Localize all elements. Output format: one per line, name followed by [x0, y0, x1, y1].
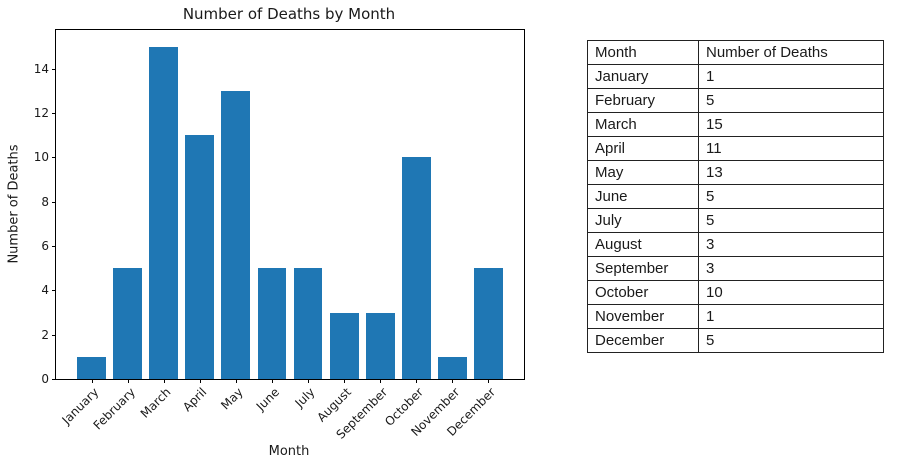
y-tick-label-8: 8 — [41, 194, 49, 209]
bar-february — [113, 268, 143, 379]
bar-october — [401, 157, 431, 379]
deaths-cell: 5 — [698, 328, 884, 353]
deaths-cell: 10 — [698, 280, 884, 305]
bar-january — [77, 356, 107, 379]
x-tick-mark — [344, 379, 346, 383]
table-header-month: Month — [587, 40, 699, 65]
y-tick-label-10: 10 — [33, 150, 49, 165]
chart-title: Number of Deaths by Month — [182, 5, 396, 23]
y-tick-mark — [52, 246, 56, 248]
x-tick-label-april: April — [180, 385, 210, 415]
y-tick-label-14: 14 — [33, 61, 49, 76]
bar-september — [365, 312, 395, 379]
y-tick-mark — [52, 68, 56, 70]
x-axis-label: Month — [268, 444, 310, 459]
deaths-cell: 11 — [698, 136, 884, 161]
x-tick-mark — [308, 379, 310, 383]
table-body: January 1 February 5 March 15 April 11 May 13 June… — [587, 64, 884, 353]
y-tick-label-12: 12 — [33, 106, 49, 121]
table-row: May 13 — [587, 160, 884, 185]
table-header-row: Month Number of Deaths — [587, 40, 884, 65]
x-tick-mark — [235, 379, 237, 383]
table-row: June 5 — [587, 184, 884, 209]
bar-april — [185, 135, 215, 379]
table-row: April 11 — [587, 136, 884, 161]
table-header-deaths: Number of Deaths — [698, 40, 884, 65]
deaths-cell: 13 — [698, 160, 884, 185]
x-tick-mark — [199, 379, 201, 383]
month-cell: June — [587, 184, 699, 209]
month-cell: May — [587, 160, 699, 185]
y-tick-mark — [52, 290, 56, 292]
table-row: January 1 — [587, 64, 884, 89]
month-cell: April — [587, 136, 699, 161]
bar-november — [437, 356, 467, 379]
table-row: November 1 — [587, 304, 884, 329]
x-tick-label-march: March — [137, 385, 174, 421]
bar-chart: Number of Deaths by Month Number of Deat… — [6, 5, 525, 459]
x-tick-mark — [127, 379, 129, 383]
y-tick-label-2: 2 — [41, 327, 49, 342]
y-tick-mark — [52, 334, 56, 336]
y-tick-mark — [52, 379, 56, 380]
y-tick-label-4: 4 — [41, 283, 49, 298]
month-cell: November — [587, 304, 699, 329]
x-tick-label-july: July — [292, 385, 318, 411]
bar-march — [149, 46, 179, 379]
y-tick-mark — [52, 201, 56, 203]
table-row: August 3 — [587, 232, 884, 257]
bar-december — [473, 268, 503, 379]
month-cell: July — [587, 208, 699, 233]
x-tick-mark — [452, 379, 454, 383]
deaths-cell: 1 — [698, 64, 884, 89]
plot-area: January February March April May June July Augu… — [34, 29, 525, 442]
x-tick-mark — [91, 379, 93, 383]
month-cell: September — [587, 256, 699, 281]
y-axis-label: Number of Deaths — [6, 144, 22, 264]
x-tick-mark — [163, 379, 165, 383]
deaths-table: Month Number of Deaths January 1 February 5… — [587, 40, 884, 353]
x-tick-mark — [271, 379, 273, 383]
table-row: December 5 — [587, 328, 884, 353]
deaths-cell: 3 — [698, 232, 884, 257]
x-tick-label-may: May — [218, 385, 246, 413]
y-tick-label-6: 6 — [41, 239, 49, 254]
x-tick-mark — [488, 379, 490, 383]
month-cell: March — [587, 112, 699, 137]
deaths-cell: 5 — [698, 88, 884, 113]
table-row: October 10 — [587, 280, 884, 305]
y-tick-mark — [52, 113, 56, 115]
deaths-cell: 5 — [698, 184, 884, 209]
month-cell: February — [587, 88, 699, 113]
table-row: September 3 — [587, 256, 884, 281]
month-cell: October — [587, 280, 699, 305]
bar-august — [329, 312, 359, 379]
month-cell: December — [587, 328, 699, 353]
deaths-cell: 15 — [698, 112, 884, 137]
y-tick-label-0: 0 — [41, 372, 49, 386]
deaths-cell: 1 — [698, 304, 884, 329]
table-row: February 5 — [587, 88, 884, 113]
month-cell: January — [587, 64, 699, 89]
x-tick-mark — [380, 379, 382, 383]
bar-july — [293, 268, 323, 379]
month-cell: August — [587, 232, 699, 257]
x-tick-label-june: June — [253, 385, 282, 414]
y-tick-mark — [52, 157, 56, 159]
table-row: March 15 — [587, 112, 884, 137]
table-row: July 5 — [587, 208, 884, 233]
bar-may — [221, 90, 251, 379]
x-tick-mark — [416, 379, 418, 383]
deaths-cell: 5 — [698, 208, 884, 233]
bar-june — [257, 268, 287, 379]
deaths-cell: 3 — [698, 256, 884, 281]
